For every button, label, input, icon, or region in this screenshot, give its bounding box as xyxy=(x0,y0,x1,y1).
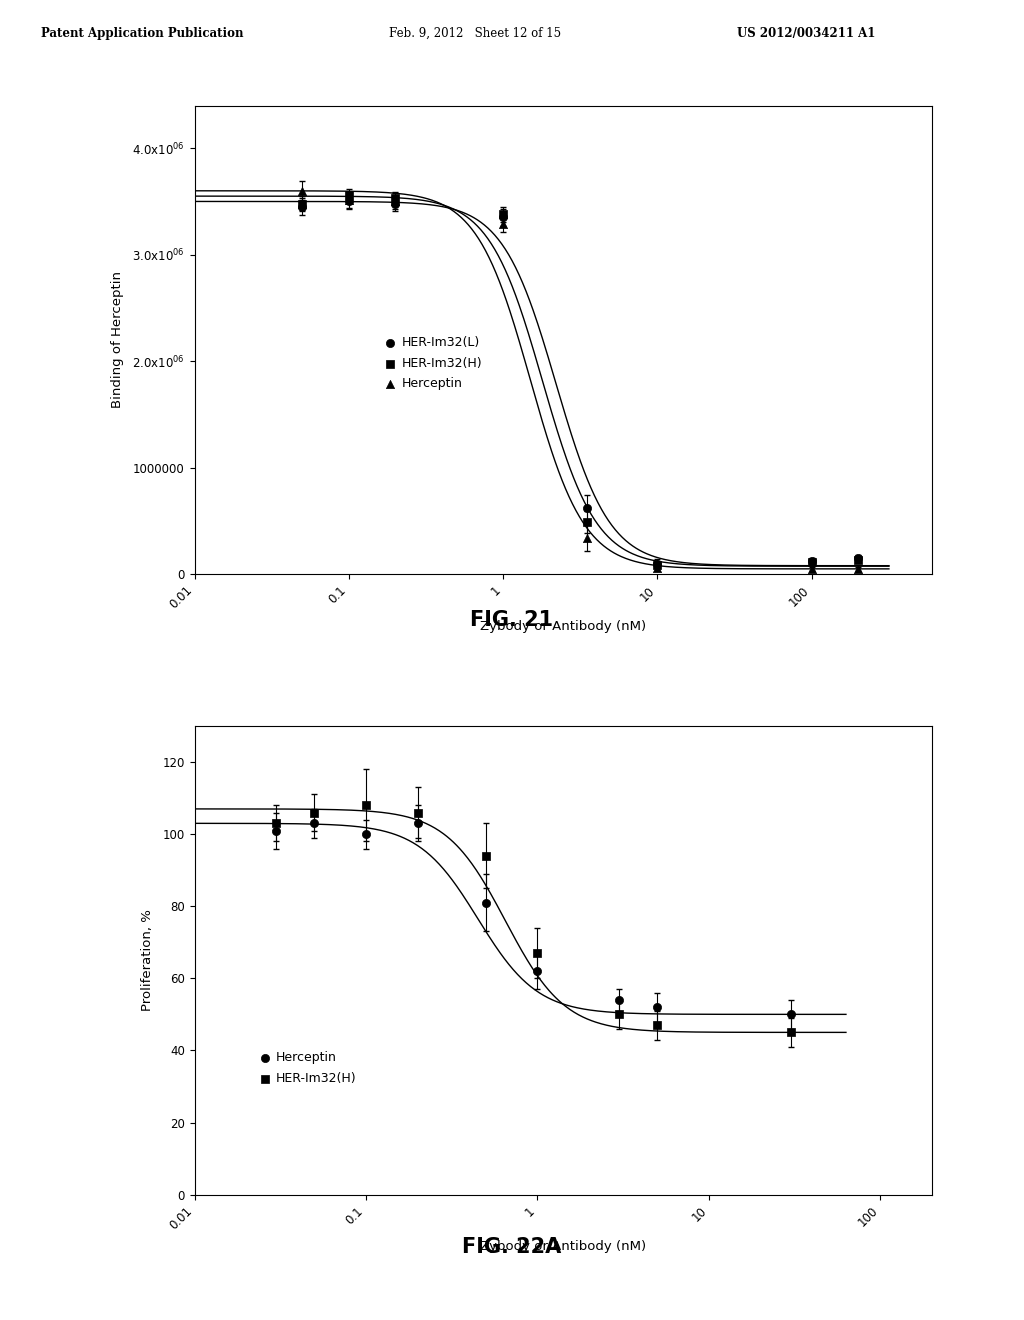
Herceptin xyxy=(357,824,374,845)
Herceptin xyxy=(782,1003,799,1024)
HER-Im32(L) xyxy=(649,553,666,574)
Y-axis label: Binding of Herceptin: Binding of Herceptin xyxy=(111,272,124,408)
HER-Im32(H) xyxy=(495,203,511,224)
HER-Im32(L) xyxy=(495,207,511,228)
HER-Im32(L) xyxy=(294,197,310,218)
Herceptin xyxy=(410,813,426,834)
HER-Im32(H) xyxy=(477,845,494,866)
Herceptin xyxy=(649,997,666,1018)
Herceptin xyxy=(649,557,666,578)
HER-Im32(L) xyxy=(850,548,866,569)
HER-Im32(H) xyxy=(387,187,403,209)
HER-Im32(H) xyxy=(579,511,595,532)
Herceptin xyxy=(268,820,285,841)
Y-axis label: Proliferation, %: Proliferation, % xyxy=(141,909,155,1011)
Herceptin xyxy=(341,190,357,211)
HER-Im32(H) xyxy=(341,185,357,206)
HER-Im32(H) xyxy=(268,813,285,834)
Herceptin xyxy=(477,892,494,913)
Text: FIG. 21: FIG. 21 xyxy=(470,610,554,631)
HER-Im32(H) xyxy=(357,795,374,816)
Text: Patent Application Publication: Patent Application Publication xyxy=(41,26,244,40)
HER-Im32(H) xyxy=(649,554,666,576)
HER-Im32(H) xyxy=(306,803,323,824)
Text: FIG. 22A: FIG. 22A xyxy=(463,1237,561,1258)
Herceptin xyxy=(294,181,310,202)
Herceptin xyxy=(529,961,546,982)
HER-Im32(L) xyxy=(579,498,595,519)
HER-Im32(H) xyxy=(529,942,546,964)
Herceptin xyxy=(850,558,866,579)
X-axis label: Zybody or Antibody (nM): Zybody or Antibody (nM) xyxy=(480,1241,646,1253)
HER-Im32(H) xyxy=(410,803,426,824)
HER-Im32(H) xyxy=(294,193,310,214)
HER-Im32(H) xyxy=(850,550,866,572)
Herceptin xyxy=(804,558,820,579)
Legend: HER-Im32(L), HER-Im32(H), Herceptin: HER-Im32(L), HER-Im32(H), Herceptin xyxy=(385,337,482,391)
Legend: Herceptin, HER-Im32(H): Herceptin, HER-Im32(H) xyxy=(260,1051,356,1085)
HER-Im32(H) xyxy=(611,1003,628,1024)
HER-Im32(L) xyxy=(341,191,357,213)
Herceptin xyxy=(387,191,403,213)
X-axis label: Zybody or Antibody (nM): Zybody or Antibody (nM) xyxy=(480,620,646,632)
HER-Im32(H) xyxy=(804,552,820,573)
HER-Im32(L) xyxy=(387,193,403,214)
Herceptin xyxy=(306,813,323,834)
HER-Im32(H) xyxy=(782,1022,799,1043)
HER-Im32(L) xyxy=(804,550,820,572)
Herceptin xyxy=(579,528,595,549)
Herceptin xyxy=(495,214,511,235)
Text: US 2012/0034211 A1: US 2012/0034211 A1 xyxy=(737,26,876,40)
HER-Im32(H) xyxy=(649,1015,666,1036)
Text: Feb. 9, 2012   Sheet 12 of 15: Feb. 9, 2012 Sheet 12 of 15 xyxy=(389,26,561,40)
Herceptin xyxy=(611,990,628,1011)
